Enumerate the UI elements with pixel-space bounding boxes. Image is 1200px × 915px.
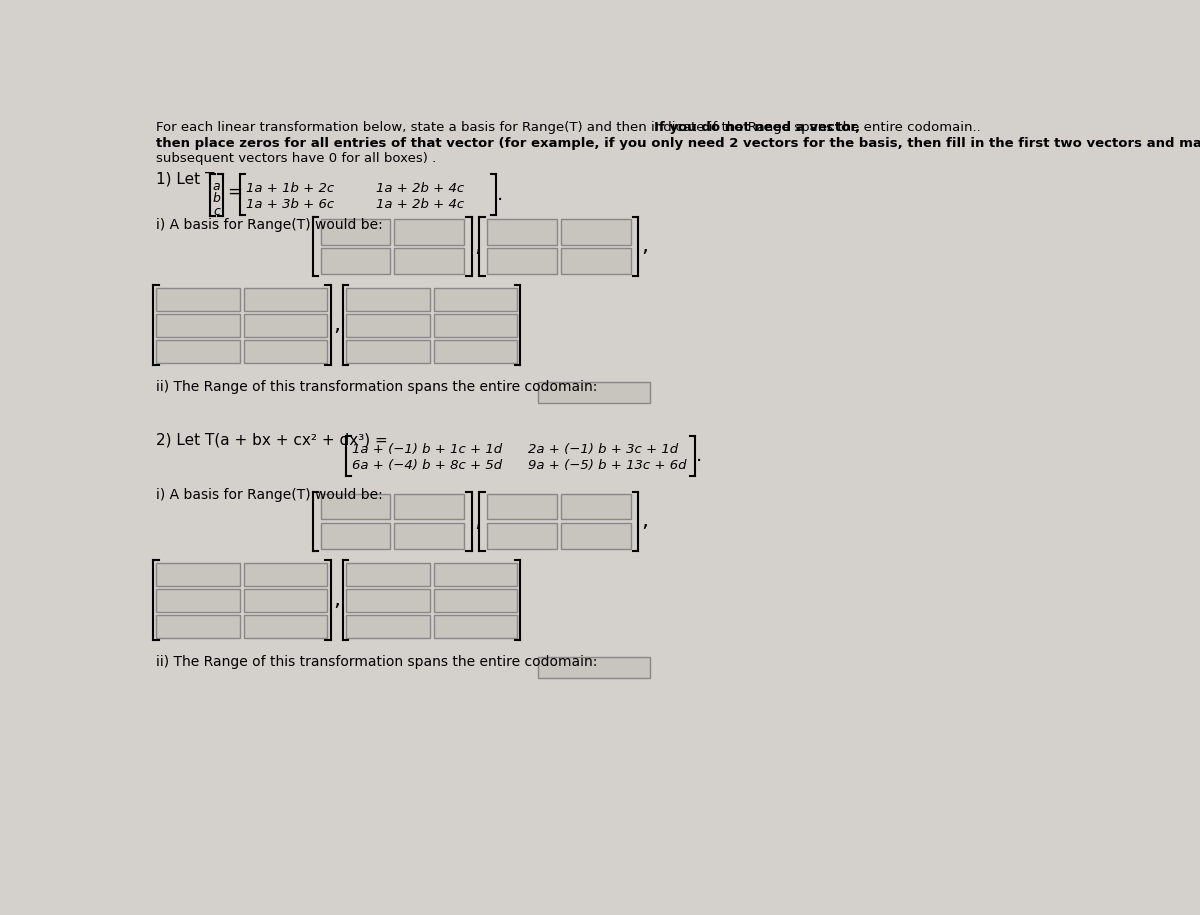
Text: 6a + (−4) b + 8c + 5d: 6a + (−4) b + 8c + 5d [353, 458, 503, 471]
FancyBboxPatch shape [156, 314, 240, 337]
Text: 1a + 3b + 6c: 1a + 3b + 6c [246, 198, 335, 210]
Text: ,: , [475, 511, 481, 532]
Text: ,: , [475, 236, 481, 256]
FancyBboxPatch shape [244, 588, 328, 612]
FancyBboxPatch shape [346, 314, 430, 337]
FancyBboxPatch shape [394, 523, 464, 549]
FancyBboxPatch shape [244, 314, 328, 337]
FancyBboxPatch shape [320, 248, 390, 274]
FancyBboxPatch shape [433, 615, 517, 638]
FancyBboxPatch shape [560, 494, 630, 520]
Text: b: b [212, 192, 221, 205]
Text: i) A basis for Range(T) would be:: i) A basis for Range(T) would be: [156, 488, 383, 501]
Text: 9a + (−5) b + 13c + 6d: 9a + (−5) b + 13c + 6d [528, 458, 686, 471]
Text: .: . [696, 446, 703, 465]
Text: ,: , [334, 316, 341, 336]
FancyBboxPatch shape [487, 248, 557, 274]
Text: 1a + 1b + 2c: 1a + 1b + 2c [246, 182, 335, 195]
FancyBboxPatch shape [156, 588, 240, 612]
FancyBboxPatch shape [320, 494, 390, 520]
Text: If you do not need a vector,: If you do not need a vector, [654, 122, 860, 135]
Text: a: a [212, 180, 221, 193]
FancyBboxPatch shape [394, 248, 464, 274]
Text: =: = [228, 182, 242, 200]
Text: subsequent vectors have 0 for all boxes) .: subsequent vectors have 0 for all boxes)… [156, 152, 437, 165]
Text: 2) Let T(a + bx + cx² + dx³) =: 2) Let T(a + bx + cx² + dx³) = [156, 433, 388, 447]
FancyBboxPatch shape [394, 219, 464, 244]
Text: .: . [497, 185, 504, 204]
FancyBboxPatch shape [394, 494, 464, 520]
FancyBboxPatch shape [320, 219, 390, 244]
FancyBboxPatch shape [433, 340, 517, 363]
Text: 1a + 2b + 4c: 1a + 2b + 4c [376, 198, 463, 210]
FancyBboxPatch shape [487, 494, 557, 520]
FancyBboxPatch shape [346, 287, 430, 311]
FancyBboxPatch shape [156, 563, 240, 586]
FancyBboxPatch shape [433, 287, 517, 311]
FancyBboxPatch shape [156, 287, 240, 311]
Text: c: c [214, 205, 220, 218]
Text: ii) The Range of this transformation spans the entire codomain:: ii) The Range of this transformation spa… [156, 655, 598, 669]
Text: ,: , [641, 511, 648, 532]
FancyBboxPatch shape [560, 219, 630, 244]
Text: i) A basis for Range(T) would be:: i) A basis for Range(T) would be: [156, 218, 383, 231]
FancyBboxPatch shape [156, 615, 240, 638]
FancyBboxPatch shape [346, 563, 430, 586]
Text: then place zeros for all entries of that vector (for example, if you only need 2: then place zeros for all entries of that… [156, 136, 1200, 150]
FancyBboxPatch shape [487, 219, 557, 244]
FancyBboxPatch shape [156, 340, 240, 363]
FancyBboxPatch shape [320, 523, 390, 549]
FancyBboxPatch shape [433, 563, 517, 586]
FancyBboxPatch shape [346, 615, 430, 638]
FancyBboxPatch shape [244, 340, 328, 363]
Text: ,: , [334, 590, 341, 610]
FancyBboxPatch shape [538, 656, 650, 678]
FancyBboxPatch shape [538, 382, 650, 404]
FancyBboxPatch shape [244, 287, 328, 311]
Text: 1) Let T: 1) Let T [156, 171, 215, 187]
FancyBboxPatch shape [560, 248, 630, 274]
Text: For each linear transformation below, state a basis for Range(T) and then indica: For each linear transformation below, st… [156, 122, 985, 135]
FancyBboxPatch shape [244, 615, 328, 638]
FancyBboxPatch shape [433, 314, 517, 337]
FancyBboxPatch shape [244, 563, 328, 586]
FancyBboxPatch shape [433, 588, 517, 612]
Text: 1a + 2b + 4c: 1a + 2b + 4c [376, 182, 463, 195]
Text: ii) The Range of this transformation spans the entire codomain:: ii) The Range of this transformation spa… [156, 380, 598, 394]
Text: ,: , [641, 236, 648, 256]
Text: 2a + (−1) b + 3c + 1d: 2a + (−1) b + 3c + 1d [528, 443, 678, 457]
FancyBboxPatch shape [346, 340, 430, 363]
Text: 1a + (−1) b + 1c + 1d: 1a + (−1) b + 1c + 1d [353, 443, 503, 457]
FancyBboxPatch shape [487, 523, 557, 549]
FancyBboxPatch shape [560, 523, 630, 549]
FancyBboxPatch shape [346, 588, 430, 612]
